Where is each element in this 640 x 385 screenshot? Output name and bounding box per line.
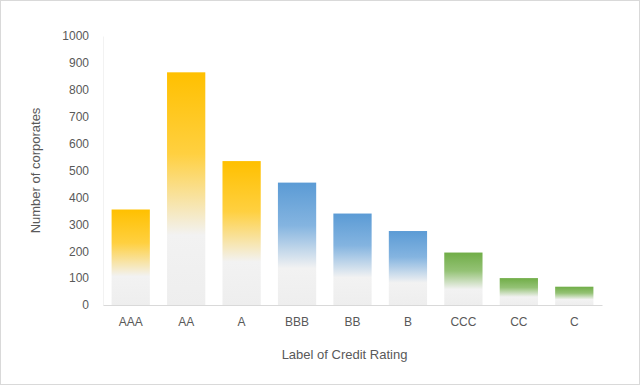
x-axis-title: Label of Credit Rating	[282, 347, 408, 362]
x-tick: BBB	[285, 315, 309, 329]
bar	[389, 231, 427, 305]
x-tick: BB	[344, 315, 360, 329]
bar	[167, 72, 205, 305]
y-tick-label: 900	[69, 56, 89, 70]
x-tick-label: A	[238, 315, 246, 329]
x-tick-label: AAA	[119, 315, 143, 329]
x-tick: CC	[510, 315, 528, 329]
x-axis-line	[104, 305, 603, 306]
bar	[112, 210, 150, 305]
bar	[444, 253, 482, 305]
bar	[222, 161, 260, 305]
y-tick-label: 0	[82, 298, 89, 312]
x-tick: CCC	[450, 315, 476, 329]
x-tick: A	[238, 315, 246, 329]
y-tick-label: 700	[69, 110, 89, 124]
y-tick: 400	[69, 191, 89, 205]
x-tick: AA	[178, 315, 194, 329]
x-tick-label: C	[570, 315, 579, 329]
x-tick-label: AA	[178, 315, 194, 329]
y-tick: 100	[69, 271, 89, 285]
y-tick-label: 800	[69, 83, 89, 97]
bar	[555, 287, 593, 305]
x-tick-label: CCC	[450, 315, 476, 329]
y-tick-label: 200	[69, 245, 89, 259]
y-tick: 0	[82, 298, 89, 312]
y-tick: 200	[69, 245, 89, 259]
bar	[333, 214, 371, 305]
x-tick-label: BB	[344, 315, 360, 329]
x-tick: B	[404, 315, 412, 329]
y-tick: 600	[69, 137, 89, 151]
y-tick: 800	[69, 83, 89, 97]
x-tick: AAA	[119, 315, 143, 329]
x-tick: C	[570, 315, 579, 329]
y-tick-label: 600	[69, 137, 89, 151]
chart: 01002003004005006007008009001000AAAAAABB…	[0, 0, 640, 385]
x-axis: AAAAAABBBBBBCCCCCC	[104, 306, 603, 329]
y-axis: 0 100 200 300 400 500 600 700 800 900 1000	[62, 29, 103, 312]
bars	[112, 72, 594, 305]
y-tick-label: 400	[69, 191, 89, 205]
chart-frame	[1, 1, 640, 385]
x-tick-label: B	[404, 315, 412, 329]
y-tick: 700	[69, 110, 89, 124]
x-tick-label: BBB	[285, 315, 309, 329]
y-tick-label: 300	[69, 218, 89, 232]
plot: 01002003004005006007008009001000AAAAAABB…	[62, 29, 602, 328]
y-tick-label: 1000	[62, 29, 89, 43]
y-tick: 1000	[62, 29, 89, 43]
bar	[278, 183, 316, 305]
y-tick: 500	[69, 164, 89, 178]
y-tick-label: 100	[69, 271, 89, 285]
y-axis-line	[103, 37, 104, 306]
bar	[500, 278, 538, 305]
y-tick: 300	[69, 218, 89, 232]
y-axis-title: Number of corporates	[28, 107, 43, 233]
y-tick-label: 500	[69, 164, 89, 178]
y-tick: 900	[69, 56, 89, 70]
x-tick-label: CC	[510, 315, 528, 329]
